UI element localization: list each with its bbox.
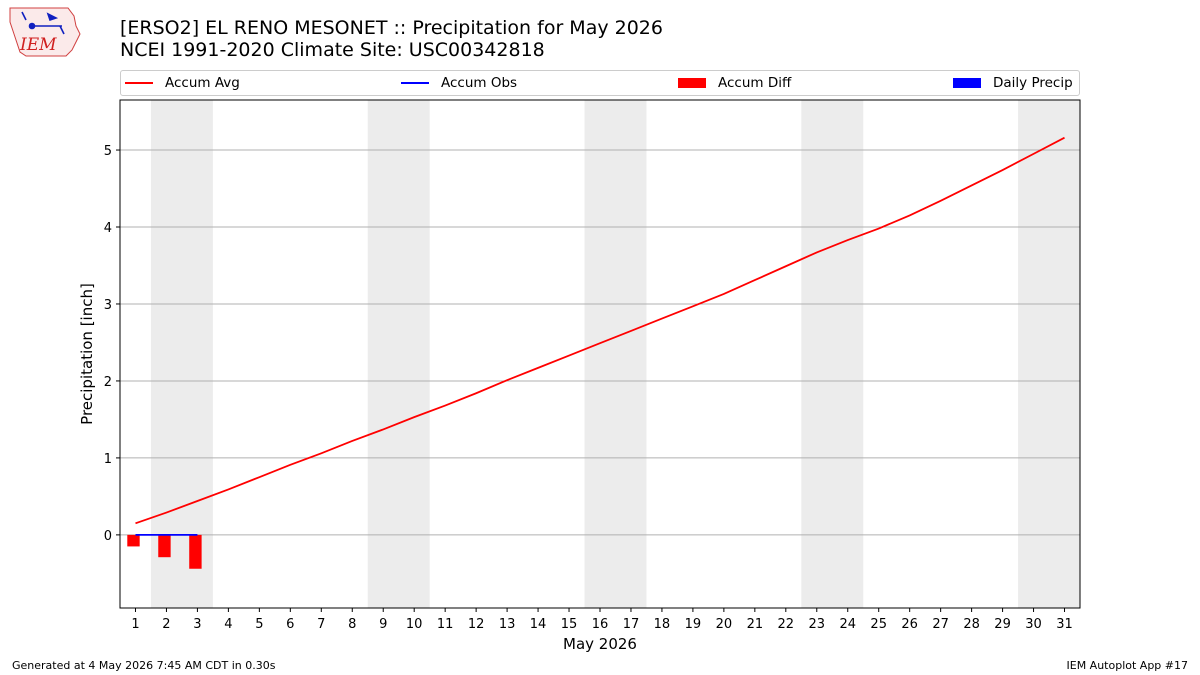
legend-swatch-accum-obs — [401, 82, 429, 84]
weekend-shade-0 — [150, 100, 213, 608]
xtick-label-16: 16 — [592, 617, 609, 632]
xtick-label-24: 24 — [839, 617, 856, 632]
xtick-label-12: 12 — [468, 617, 485, 632]
weekend-shade-1 — [367, 100, 430, 608]
ytick-label-0: 0 — [104, 529, 112, 544]
weekend-shade-3 — [801, 100, 864, 608]
accum-diff-bar-3 — [189, 534, 202, 569]
legend-swatch-daily-precip — [953, 78, 981, 88]
xtick-label-1: 1 — [131, 617, 139, 632]
title-line-1: [ERSO2] EL RENO MESONET :: Precipitation… — [120, 17, 663, 39]
ytick-label-2: 2 — [104, 375, 112, 390]
legend-item-accum-obs: Accum Obs — [401, 71, 517, 95]
legend-item-daily-precip: Daily Precip — [953, 71, 1073, 95]
xtick-label-15: 15 — [561, 617, 578, 632]
diff-bars — [127, 534, 212, 569]
title-line-2: NCEI 1991-2020 Climate Site: USC00342818 — [120, 39, 545, 61]
xtick-label-14: 14 — [530, 617, 547, 632]
app-note: IEM Autoplot App #17 — [1066, 659, 1189, 672]
weather-station-icon — [21, 11, 65, 35]
legend: Accum Avg Accum Obs Accum Diff Daily Pre… — [120, 70, 1080, 96]
xtick-label-17: 17 — [623, 617, 640, 632]
xtick-label-18: 18 — [654, 617, 671, 632]
gridlines — [120, 149, 1080, 536]
xtick-label-3: 3 — [193, 617, 201, 632]
logo-text: IEM — [19, 35, 57, 55]
xtick-label-19: 19 — [685, 617, 702, 632]
weekend-shade-2 — [584, 100, 647, 608]
xtick-label-25: 25 — [870, 617, 887, 632]
accum-avg-line — [135, 136, 1065, 525]
accum-diff-bar-1 — [127, 534, 140, 547]
xtick-label-22: 22 — [778, 617, 795, 632]
xtick-label-26: 26 — [901, 617, 918, 632]
weekend-shade-4 — [1018, 100, 1080, 608]
ytick-label-4: 4 — [104, 221, 112, 236]
xtick-label-10: 10 — [406, 617, 423, 632]
xtick-label-2: 2 — [162, 617, 170, 632]
ytick-label-5: 5 — [104, 144, 112, 159]
series-lines — [135, 136, 1065, 536]
y-axis-ticks: 0 1 2 3 4 5 — [104, 144, 120, 544]
weekend-shading — [150, 100, 1080, 608]
legend-swatch-accum-avg — [125, 82, 153, 84]
ytick-label-3: 3 — [104, 298, 112, 313]
chart-title: [ERSO2] EL RENO MESONET :: Precipitation… — [120, 17, 663, 61]
xtick-label-8: 8 — [348, 617, 356, 632]
xtick-label-6: 6 — [286, 617, 294, 632]
legend-item-accum-diff: Accum Diff — [678, 71, 791, 95]
iowa-outline-icon — [9, 7, 81, 57]
legend-swatch-accum-diff — [678, 78, 706, 88]
xtick-label-9: 9 — [379, 617, 387, 632]
ytick-label-1: 1 — [104, 452, 112, 467]
accum-diff-bar-2 — [158, 534, 171, 558]
xtick-label-27: 27 — [932, 617, 949, 632]
legend-label-accum-avg: Accum Avg — [165, 75, 240, 91]
xtick-label-28: 28 — [963, 617, 980, 632]
legend-label-accum-diff: Accum Diff — [718, 75, 792, 91]
x-axis-ticks: 1 2 3 4 5 6 7 8 9 10 11 12 13 14 15 16 17 18 19 20 21 22 23 24 2… — [131, 608, 1073, 632]
xtick-label-30: 30 — [1025, 617, 1042, 632]
xtick-label-21: 21 — [747, 617, 764, 632]
xtick-label-4: 4 — [224, 617, 232, 632]
legend-item-accum-avg: Accum Avg — [125, 71, 240, 95]
xtick-label-5: 5 — [255, 617, 263, 632]
legend-label-daily-precip: Daily Precip — [993, 75, 1073, 91]
xtick-label-11: 11 — [437, 617, 454, 632]
legend-label-accum-obs: Accum Obs — [441, 75, 518, 91]
iem-logo: IEM — [9, 7, 81, 57]
xtick-label-23: 23 — [809, 617, 826, 632]
xtick-label-31: 31 — [1056, 617, 1073, 632]
xtick-label-20: 20 — [716, 617, 733, 632]
y-axis-label: Precipitation [inch] — [78, 283, 96, 425]
x-axis-label: May 2026 — [563, 635, 637, 653]
generated-note: Generated at 4 May 2026 7:45 AM CDT in 0… — [12, 659, 276, 672]
xtick-label-7: 7 — [317, 617, 325, 632]
xtick-label-29: 29 — [994, 617, 1011, 632]
xtick-label-13: 13 — [499, 617, 516, 632]
